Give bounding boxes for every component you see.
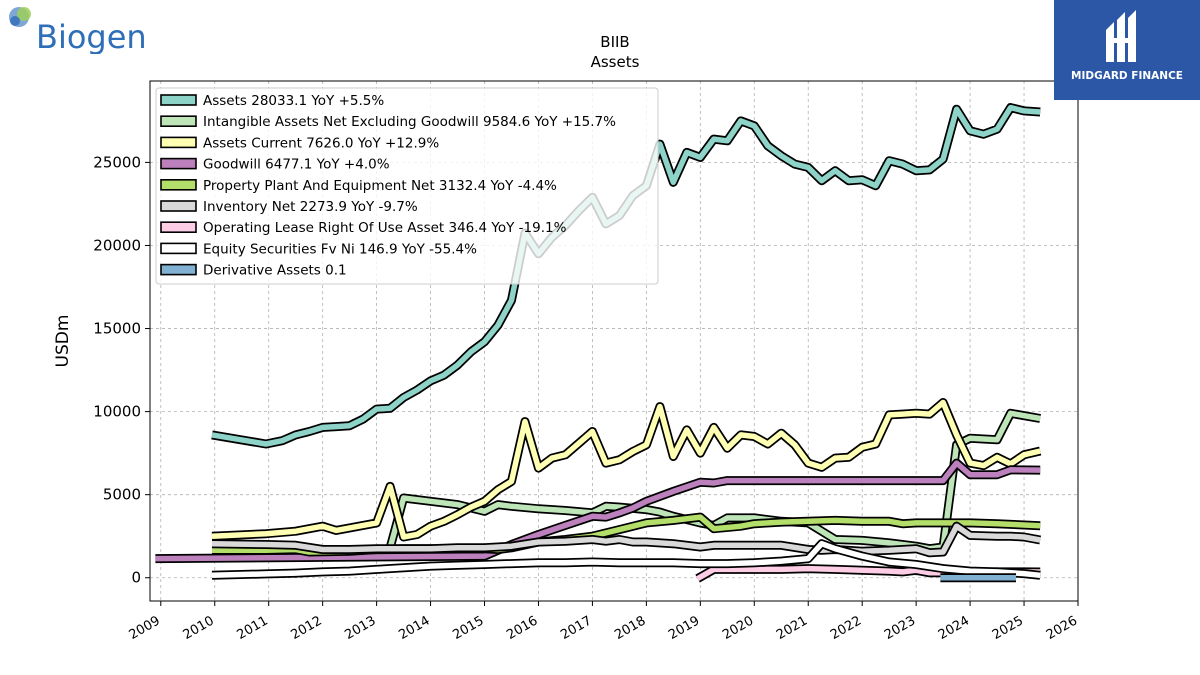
x-tick-label: 2019 <box>666 613 702 643</box>
series-equity-securities-fv-ni <box>211 539 1041 580</box>
legend-label: Inventory Net 2273.9 YoY -9.7% <box>203 199 418 215</box>
x-tick-label: 2018 <box>612 613 648 643</box>
plot-frame <box>149 80 1079 602</box>
y-tick-label: 0 <box>131 569 141 587</box>
x-tick-label: 2022 <box>828 613 864 643</box>
x-tick-label: 2024 <box>936 613 972 643</box>
legend-item: Operating Lease Right Of Use Asset 346.4… <box>160 220 567 236</box>
x-tick-label: 2026 <box>1044 613 1080 643</box>
legend-item: Inventory Net 2273.9 YoY -9.7% <box>160 199 418 215</box>
y-tick-label: 15000 <box>93 320 141 338</box>
legend-item: Equity Securities Fv Ni 146.9 YoY -55.4% <box>160 241 477 257</box>
biogen-logo-icon: Biogen <box>9 7 147 56</box>
legend-swatch <box>160 94 197 106</box>
x-tick-label: 2025 <box>990 613 1026 643</box>
legend: Assets 28033.1 YoY +5.5% Intangible Asset… <box>155 87 659 285</box>
series-line <box>211 523 1041 556</box>
legend-label: Property Plant And Equipment Net 3132.4 … <box>203 178 557 194</box>
series-line <box>211 399 1041 540</box>
legend-swatch <box>160 136 197 149</box>
legend-swatch <box>160 221 197 233</box>
x-tick-label: 2012 <box>288 613 324 643</box>
x-tick-label: 2013 <box>342 613 378 643</box>
midgard-finance-logo: MIDGARD FINANCE <box>1054 0 1200 100</box>
series-line <box>155 460 1041 562</box>
legend-label: Intangible Assets Net Excluding Goodwill… <box>203 114 616 130</box>
series-assets-current <box>211 398 1042 542</box>
legend-swatch <box>160 179 197 191</box>
chart-title: BIIB <box>600 33 630 51</box>
legend-label: Goodwill 6477.1 YoY +4.0% <box>203 157 390 173</box>
x-tick-label: 2020 <box>720 613 756 643</box>
biogen-logo-text: Biogen <box>36 18 147 54</box>
legend-swatch <box>160 263 197 276</box>
x-tick-label: 2015 <box>450 613 486 643</box>
legend-swatch <box>160 115 197 127</box>
y-tick-label: 25000 <box>93 153 141 171</box>
legend-item: Assets 28033.1 YoY +5.5% <box>160 93 384 109</box>
biogen-logo: Biogen <box>4 4 154 56</box>
legend-label: Assets 28033.1 YoY +5.5% <box>203 93 384 109</box>
x-tick-label: 2016 <box>504 613 540 643</box>
legend-label: Assets Current 7626.0 YoY +12.9% <box>203 135 439 151</box>
x-tick-label: 2010 <box>181 613 217 643</box>
x-tick-label: 2014 <box>396 613 432 643</box>
y-axis-label: USDm <box>53 315 73 368</box>
y-tick-label: 5000 <box>103 486 141 504</box>
chart-subtitle: Assets <box>590 53 640 71</box>
legend-swatch <box>160 200 197 212</box>
legend-item: Derivative Assets 0.1 <box>160 263 347 279</box>
legend-label: Equity Securities Fv Ni 146.9 YoY -55.4% <box>203 241 477 257</box>
legend-swatch <box>160 242 197 255</box>
series-inventory-net <box>211 521 1042 558</box>
series-line <box>211 540 1041 579</box>
legend-label: Operating Lease Right Of Use Asset 346.4… <box>203 220 567 236</box>
legend-item: Intangible Assets Net Excluding Goodwill… <box>160 114 616 130</box>
x-tick-label: 2009 <box>127 613 163 643</box>
midgard-logo-icon <box>1106 10 1136 62</box>
legend-item: Property Plant And Equipment Net 3132.4 … <box>160 178 557 194</box>
legend-item: Assets Current 7626.0 YoY +12.9% <box>160 135 439 151</box>
legend-item: Goodwill 6477.1 YoY +4.0% <box>160 157 390 173</box>
y-tick-label: 10000 <box>93 403 141 421</box>
midgard-logo-text: MIDGARD FINANCE <box>1071 70 1183 82</box>
x-tick-label: 2021 <box>774 613 810 643</box>
x-tick-label: 2011 <box>235 613 271 643</box>
legend-box <box>155 87 659 285</box>
series-goodwill <box>155 458 1041 564</box>
x-tick-label: 2023 <box>882 613 918 643</box>
legend-label: Derivative Assets 0.1 <box>203 263 347 279</box>
y-tick-label: 20000 <box>93 236 141 254</box>
legend-swatch <box>160 157 197 170</box>
x-tick-label: 2017 <box>558 613 594 643</box>
